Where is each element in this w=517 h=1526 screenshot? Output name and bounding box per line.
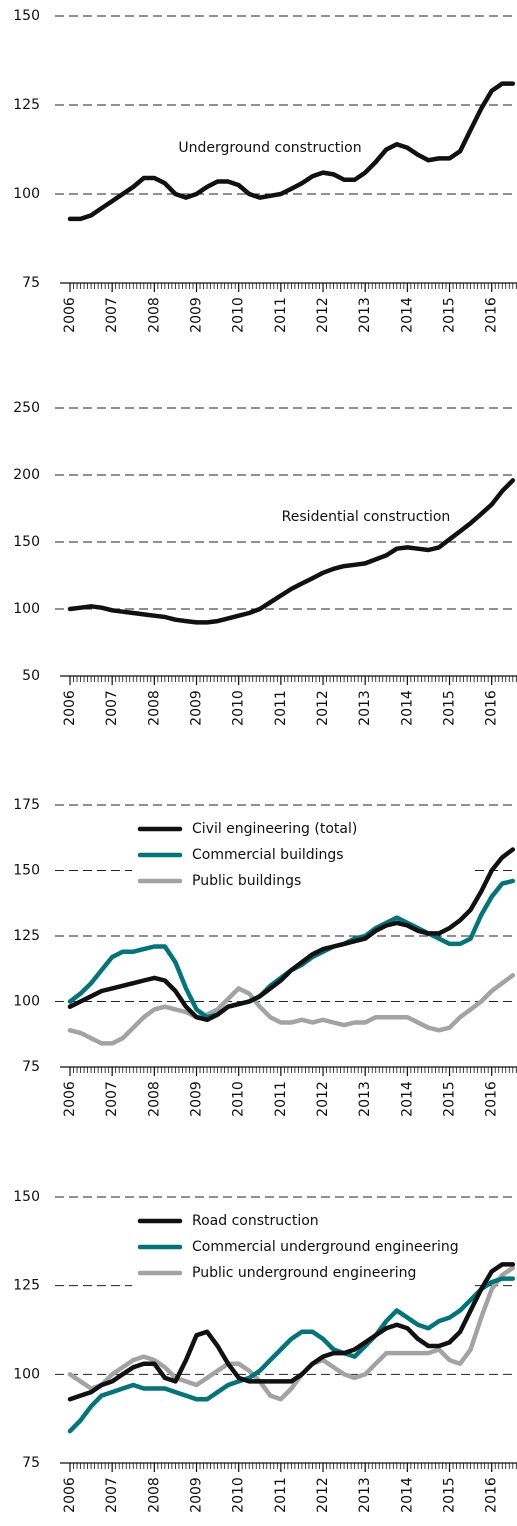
y-tick-label: 50 — [22, 668, 40, 684]
legend-background — [132, 817, 472, 897]
x-tick-label: 2007 — [104, 690, 120, 726]
legend-background — [132, 1209, 472, 1289]
y-tick-label: 100 — [13, 1366, 40, 1382]
line-chart: 75 100 125 150 2006 2007 2008 2009 2010 2011 2012 2… — [13, 8, 517, 333]
x-tick-label: 2010 — [231, 1477, 247, 1513]
x-tick-label: 2008 — [146, 1081, 162, 1117]
y-tick-label: 125 — [13, 928, 40, 944]
y-tick-label: 75 — [22, 275, 40, 291]
x-tick-label: 2013 — [357, 1081, 373, 1117]
series-line — [67, 1265, 516, 1402]
x-tick-label: 2011 — [273, 690, 289, 726]
y-tick-label: 250 — [13, 400, 40, 416]
y-tick-label: 100 — [13, 994, 40, 1010]
x-tick-label: 2013 — [357, 297, 373, 333]
line-chart: 50 100 150 200 250 2006 2007 2008 2009 2010 2011 20… — [13, 400, 517, 726]
x-tick-label: 2015 — [442, 1477, 458, 1513]
x-tick-label: 2012 — [315, 297, 331, 333]
x-tick-label: 2011 — [273, 297, 289, 333]
x-tick-label: 2014 — [399, 690, 415, 726]
y-tick-label: 75 — [22, 1455, 40, 1471]
x-tick-label: 2011 — [273, 1081, 289, 1117]
y-tick-label: 150 — [13, 1189, 40, 1205]
x-tick-label: 2015 — [442, 690, 458, 726]
y-tick-label: 100 — [13, 186, 40, 202]
y-tick-label: 125 — [13, 97, 40, 113]
x-tick-label: 2007 — [104, 1477, 120, 1513]
x-tick-label: 2012 — [315, 1081, 331, 1117]
legend-label: Public buildings — [192, 873, 301, 889]
line-chart: 75 100 125 150 175 2006 2007 2008 2009 2010 2011 20… — [13, 797, 517, 1117]
x-tick-label: 2014 — [399, 1081, 415, 1117]
legend-label: Road construction — [192, 1213, 319, 1229]
x-tick-label: 2009 — [189, 690, 205, 726]
y-tick-label: 100 — [13, 601, 40, 617]
x-tick-label: 2016 — [484, 690, 500, 726]
x-tick-label: 2012 — [315, 690, 331, 726]
x-tick-label: 2016 — [484, 1477, 500, 1513]
x-tick-label: 2014 — [399, 297, 415, 333]
x-tick-label: 2006 — [62, 297, 78, 333]
series-line — [67, 1262, 516, 1402]
y-tick-label: 175 — [13, 797, 40, 813]
x-tick-label: 2008 — [146, 1477, 162, 1513]
x-tick-label: 2013 — [357, 1477, 373, 1513]
x-tick-label: 2016 — [484, 1081, 500, 1117]
y-tick-label: 125 — [13, 1278, 40, 1294]
x-tick-label: 2006 — [62, 1477, 78, 1513]
x-tick-label: 2007 — [104, 297, 120, 333]
x-tick-label: 2016 — [484, 297, 500, 333]
x-tick-label: 2014 — [399, 1477, 415, 1513]
x-tick-label: 2009 — [189, 1081, 205, 1117]
legend-label: Civil engineering (total) — [192, 821, 357, 837]
series-line — [67, 847, 516, 1023]
y-tick-label: 150 — [13, 863, 40, 879]
x-tick-label: 2010 — [231, 690, 247, 726]
legend-label: Public underground engineering — [192, 1265, 416, 1281]
y-tick-label: 200 — [13, 467, 40, 483]
series-line — [67, 478, 516, 625]
x-tick-label: 2009 — [189, 1477, 205, 1513]
x-tick-label: 2015 — [442, 297, 458, 333]
x-tick-label: 2006 — [62, 1081, 78, 1117]
y-tick-label: 150 — [13, 534, 40, 550]
x-tick-label: 2013 — [357, 690, 373, 726]
series-line — [67, 81, 516, 222]
x-tick-label: 2009 — [189, 297, 205, 333]
x-tick-label: 2010 — [231, 297, 247, 333]
x-tick-label: 2006 — [62, 690, 78, 726]
series-line — [67, 1276, 516, 1434]
x-tick-label: 2010 — [231, 1081, 247, 1117]
y-tick-label: 150 — [13, 8, 40, 24]
legend-label: Commercial underground engineering — [192, 1239, 459, 1255]
x-tick-label: 2008 — [146, 297, 162, 333]
x-tick-label: 2015 — [442, 1081, 458, 1117]
x-tick-label: 2008 — [146, 690, 162, 726]
y-tick-label: 75 — [22, 1059, 40, 1075]
x-tick-label: 2011 — [273, 1477, 289, 1513]
x-tick-label: 2007 — [104, 1081, 120, 1117]
legend-label: Commercial buildings — [192, 847, 344, 863]
line-chart: 75 100 125 150 2006 2007 2008 2009 2010 2011 2012 2… — [13, 1189, 517, 1513]
series-label: Underground construction — [178, 140, 361, 156]
x-tick-label: 2012 — [315, 1477, 331, 1513]
series-label: Residential construction — [282, 509, 451, 525]
series-line — [67, 973, 516, 1046]
series-line — [67, 878, 516, 1020]
